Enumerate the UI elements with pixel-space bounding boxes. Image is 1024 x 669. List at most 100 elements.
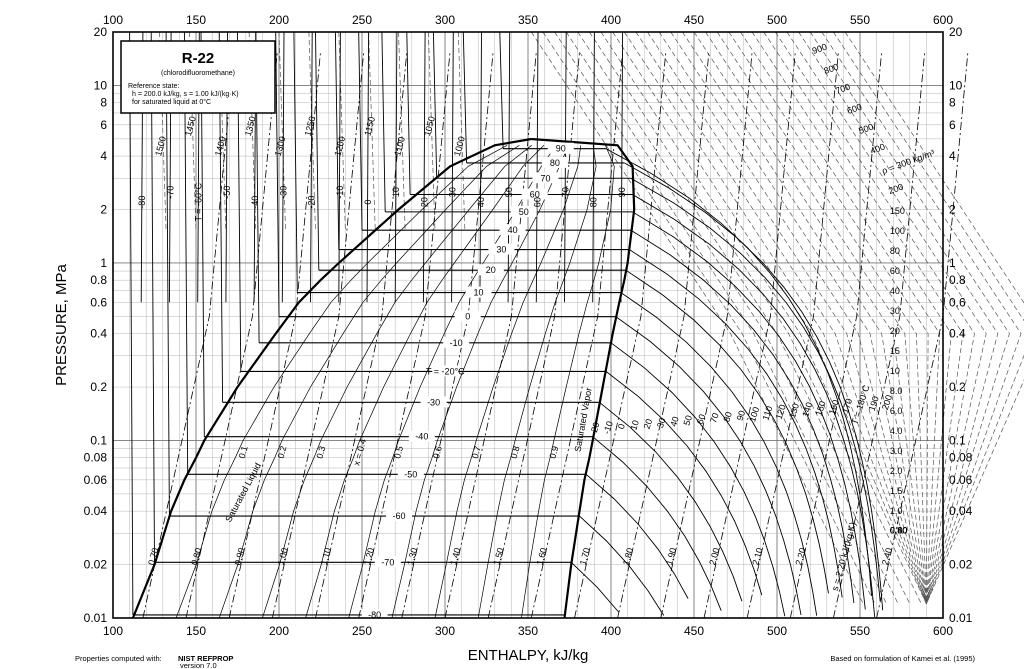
entropy-label: 1.80 (621, 547, 635, 567)
isotherm-label: 80 (550, 158, 560, 168)
density-line (612, 31, 927, 605)
density-label: 600 (846, 102, 864, 117)
density-label: 100 (890, 226, 905, 236)
y-tick-label-right: 0.2 (949, 380, 966, 394)
quality-line (477, 145, 597, 619)
quality-label: 0.2 (276, 445, 289, 460)
density-line (798, 31, 999, 604)
density-label: 1350 (243, 115, 258, 137)
quality-label: 0.7 (470, 445, 483, 460)
x-tick-label-bottom: 250 (352, 624, 372, 638)
liquid-isotherm-label: -30 (278, 186, 288, 199)
density-line (833, 31, 1024, 605)
density-label: 1450 (183, 115, 198, 137)
entropy-label: 0.90 (232, 547, 246, 567)
isotherm-liquid-segment (334, 31, 340, 250)
liquid-isotherm (592, 31, 595, 303)
vapor-isotherm-label: 140 (800, 401, 814, 418)
footer: Properties computed with: NIST REFPROP v… (75, 654, 975, 669)
isotherm-vapor-curve (592, 436, 722, 611)
x-tick-label-top: 100 (103, 13, 123, 27)
quality-lines (175, 144, 615, 619)
liquid-isotherm (479, 31, 482, 303)
density-line (647, 31, 927, 604)
y-tick-label-right: 0.01 (949, 611, 973, 625)
entropy-label: 1.50 (491, 547, 505, 567)
density-label: 40 (890, 286, 900, 296)
isotherm-label: 0 (465, 312, 470, 322)
entropy-line (660, 51, 753, 619)
vapor-isotherm-label: 170 (840, 397, 854, 414)
y-tick-label-left: 4 (100, 149, 107, 163)
density-label: 200 (887, 182, 905, 197)
isotherm-vapor-curve (630, 177, 881, 601)
isotherm-liquid-segment (406, 31, 411, 195)
density-label: 60 (890, 266, 900, 276)
x-tick-label-bottom: 500 (767, 624, 787, 638)
density-label: 1.0 (890, 506, 903, 516)
footer-left-name: NIST REFPROP (178, 654, 233, 663)
density-label: 3.0 (890, 446, 903, 456)
entropy-label: 2.00 (707, 547, 721, 567)
isotherm-label-bg (532, 172, 559, 184)
x-tick-label-top: 600 (933, 13, 953, 27)
density-label: 8.0 (890, 386, 903, 396)
liquid-isotherm (310, 31, 313, 303)
plot-frame (112, 31, 944, 619)
y-tick-label-right: 4 (949, 149, 956, 163)
y-tick-label-left: 0.06 (84, 473, 108, 487)
density-label: 1300 (273, 135, 288, 157)
x-tick-label-top: 150 (186, 13, 206, 27)
axis-ticks: 1001001501502002002502503003003503504004… (84, 13, 973, 638)
x-tick-label-bottom: 600 (933, 624, 953, 638)
reference-state-line2: h = 200.0 kJ/kg, s = 1.00 kJ/(kg·K) (132, 91, 239, 98)
density-label: 0.60 (890, 525, 908, 535)
liquid-isotherm-label: -20 (307, 196, 317, 209)
y-tick-label-left: 10 (94, 78, 108, 92)
liquid-isotherm-label: 10 (391, 187, 401, 197)
x-tick-label-top: 550 (850, 13, 870, 27)
y-tick-label-left: 1 (100, 256, 107, 270)
density-label: 1200 (332, 135, 347, 157)
quality-line (348, 145, 557, 619)
isotherm-liquid-segment (293, 31, 298, 293)
isotherm-vapor-curve (629, 249, 843, 598)
quality-line (434, 145, 582, 619)
reference-state-line1: Reference state: (128, 83, 179, 90)
chart-title: R-22 (182, 50, 215, 67)
isotherm-label-bg (510, 205, 537, 217)
density-line (308, 31, 316, 232)
isotherm-vapor-curve (605, 371, 763, 596)
density-label: 0.30 (890, 525, 908, 535)
isotherm-label: 60 (530, 190, 540, 200)
liquid-isotherm-label: T = -60°C (194, 182, 204, 221)
density-label: 4.0 (890, 426, 903, 436)
density-line (635, 31, 927, 605)
entropy-label: s = 2.20 kJ/(kg·K) (830, 521, 858, 592)
isotherm-liquid-segment (499, 31, 504, 149)
entropy-label: 1.70 (578, 547, 592, 567)
entropy-line (746, 51, 839, 619)
entropy-label: 1.10 (319, 547, 333, 567)
quality-line (262, 145, 532, 619)
y-tick-label-right: 10 (949, 78, 963, 92)
y-tick-label-left: 0.4 (90, 327, 107, 341)
y-tick-label-right: 0.04 (949, 504, 973, 518)
density-line (624, 31, 927, 605)
vapor-isotherm-label: 200 (880, 394, 894, 411)
isotherm-label-bg (443, 336, 470, 348)
density-label: ρ = 300 kg/m³ (881, 148, 936, 176)
density-label: 1500 (153, 135, 168, 157)
density-label: 1250 (303, 115, 318, 137)
vapor-isotherm-label: 190 (867, 395, 881, 412)
vapor-isotherm-label: 80 (721, 410, 734, 423)
y-tick-label-left: 0.2 (90, 380, 107, 394)
quality-label: 0.1 (237, 445, 250, 460)
x-tick-label-bottom: 450 (684, 624, 704, 638)
vapor-isotherm-label: 50 (682, 414, 695, 427)
density-label: 6.0 (890, 406, 903, 416)
isotherm-label-bg (477, 264, 504, 276)
y-tick-label-left: 0.04 (84, 504, 108, 518)
isotherm-label: -10 (450, 338, 463, 348)
isotherm-vapor-curve (599, 401, 743, 602)
